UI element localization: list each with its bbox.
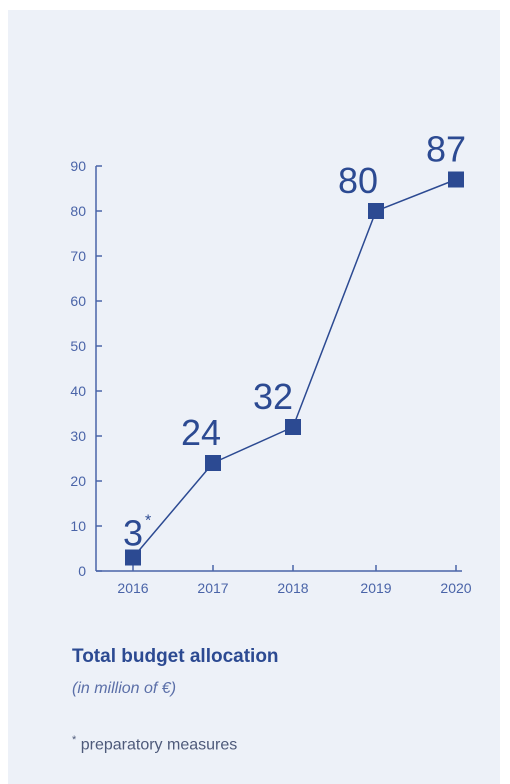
x-tick-label: 2018	[277, 580, 308, 596]
x-tick-label: 2019	[360, 580, 391, 596]
data-point-marker	[205, 455, 221, 471]
chart-title: Total budget allocation	[72, 646, 279, 667]
data-point-marker	[125, 549, 141, 566]
data-point-marker	[448, 171, 464, 188]
y-tick-label: 90	[70, 158, 86, 174]
series-line	[132, 178, 457, 558]
y-tick-label: 40	[70, 383, 86, 399]
y-tick-label: 0	[78, 563, 86, 579]
data-point-marker	[368, 203, 384, 219]
data-label: 24	[181, 412, 221, 453]
y-tick-label: 30	[70, 428, 86, 444]
x-tick-label: 2020	[440, 580, 471, 596]
line-chart: 0 10 20 30 40 50 60 70 80 90 2016 2017 2018 2019 2020 3…	[70, 129, 471, 597]
chart-panel	[8, 10, 500, 784]
x-tick-label: 2016	[117, 580, 148, 596]
y-tick-label: 80	[70, 203, 86, 219]
data-point-marker	[285, 419, 301, 435]
footnote-text: preparatory measures	[80, 736, 238, 754]
y-tick-label: 50	[70, 338, 86, 354]
chart-subtitle: (in million of €)	[72, 680, 177, 697]
footnote-mark: *	[72, 734, 77, 746]
footnote: * preparatory measures	[72, 734, 237, 754]
data-label: 3	[123, 513, 143, 554]
x-tick-label: 2017	[197, 580, 228, 596]
y-tick-label: 10	[70, 518, 86, 534]
data-label-mark: *	[145, 513, 151, 530]
y-tick-label: 20	[70, 473, 86, 489]
y-tick-label: 60	[70, 293, 86, 309]
data-label: 32	[253, 376, 293, 417]
data-label: 87	[426, 129, 466, 170]
data-label: 80	[338, 160, 378, 201]
y-tick-label: 70	[70, 248, 86, 264]
